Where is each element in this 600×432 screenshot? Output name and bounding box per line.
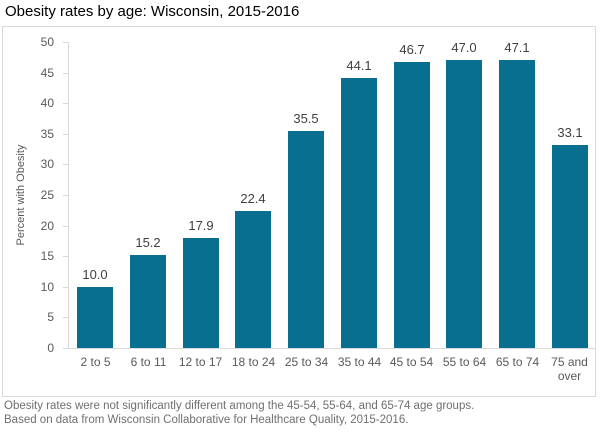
y-axis-tick-mark <box>63 348 69 349</box>
bar-value-label: 15.2 <box>135 235 161 250</box>
y-axis-tick-mark <box>63 73 69 74</box>
footnote-significance: Obesity rates were not significantly dif… <box>4 400 475 412</box>
plot-area: Percent with Obesity 0 5 10 15 20 25 30 35 40 45 5… <box>15 35 596 383</box>
bar <box>394 62 430 348</box>
y-axis-tick-label: 5 <box>47 310 54 324</box>
y-axis-tick-mark <box>63 134 69 135</box>
y-axis-tick-mark <box>63 42 69 43</box>
bar-value-label: 44.1 <box>346 58 372 73</box>
bar <box>499 60 535 348</box>
chart-title: Obesity rates by age: Wisconsin, 2015-20… <box>5 3 300 20</box>
x-axis-label: 65 to 74 <box>495 355 540 369</box>
y-axis-tick-mark <box>63 195 69 196</box>
y-axis-tick-label: 10 <box>40 280 54 294</box>
bar-value-label: 47.0 <box>451 40 477 55</box>
y-axis-tick-mark <box>63 287 69 288</box>
x-axis-label: 55 to 64 <box>442 355 487 369</box>
y-axis-tick-label: 45 <box>40 66 54 80</box>
bar <box>183 238 219 348</box>
y-axis-tick-label: 50 <box>40 35 54 49</box>
bar-value-label: 10.0 <box>82 267 108 282</box>
bar-value-label: 46.7 <box>399 42 425 57</box>
y-axis-tick-mark <box>63 103 69 104</box>
y-axis-tick-mark <box>63 164 69 165</box>
x-axis-label: 2 to 5 <box>80 355 111 369</box>
y-axis-tick-label: 30 <box>40 157 54 171</box>
bar <box>446 60 482 348</box>
y-axis-tick-label: 15 <box>40 249 54 263</box>
y-axis-tick-label: 40 <box>40 96 54 110</box>
y-axis-tick-mark <box>63 256 69 257</box>
x-axis-label: 12 to 17 <box>178 355 223 369</box>
x-axis-label: 45 to 54 <box>389 355 434 369</box>
bar <box>288 131 324 348</box>
bar <box>552 145 588 348</box>
y-axis-tick-mark <box>63 226 69 227</box>
y-axis-tick-label: 25 <box>40 188 54 202</box>
y-axis-tick-label: 0 <box>47 341 54 355</box>
y-axis-tick-label: 35 <box>40 127 54 141</box>
y-axis-tick-label: 20 <box>40 219 54 233</box>
x-axis-label: 35 to 44 <box>337 355 382 369</box>
bar <box>77 287 113 348</box>
x-axis-label: 6 to 11 <box>130 355 167 369</box>
bar <box>235 211 271 348</box>
footnote-source: Based on data from Wisconsin Collaborati… <box>4 414 409 426</box>
bar-value-label: 17.9 <box>188 218 214 233</box>
bar-value-label: 35.5 <box>293 111 319 126</box>
x-axis-label: 75 and over <box>551 355 588 383</box>
x-axis-label: 18 to 24 <box>231 355 276 369</box>
bar-value-label: 47.1 <box>504 40 530 55</box>
bar-value-label: 22.4 <box>240 191 266 206</box>
chart-area: Percent with Obesity 0 5 10 15 20 25 30 35 40 45 5… <box>2 26 596 397</box>
bar <box>341 78 377 348</box>
bar <box>130 255 166 348</box>
y-axis-tick-mark <box>63 317 69 318</box>
footnotes: Obesity rates were not significantly dif… <box>4 399 596 427</box>
bar-value-label: 33.1 <box>557 125 583 140</box>
x-axis-label: 25 to 34 <box>284 355 329 369</box>
